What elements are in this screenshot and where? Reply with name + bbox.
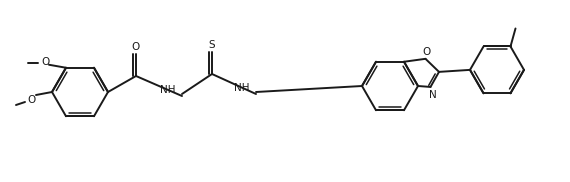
Text: O: O — [132, 42, 140, 52]
Text: O: O — [28, 95, 36, 105]
Text: O: O — [41, 57, 49, 67]
Text: O: O — [422, 47, 430, 57]
Text: S: S — [209, 40, 215, 50]
Text: N: N — [429, 90, 437, 100]
Text: NH: NH — [160, 85, 176, 95]
Text: NH: NH — [234, 83, 250, 93]
